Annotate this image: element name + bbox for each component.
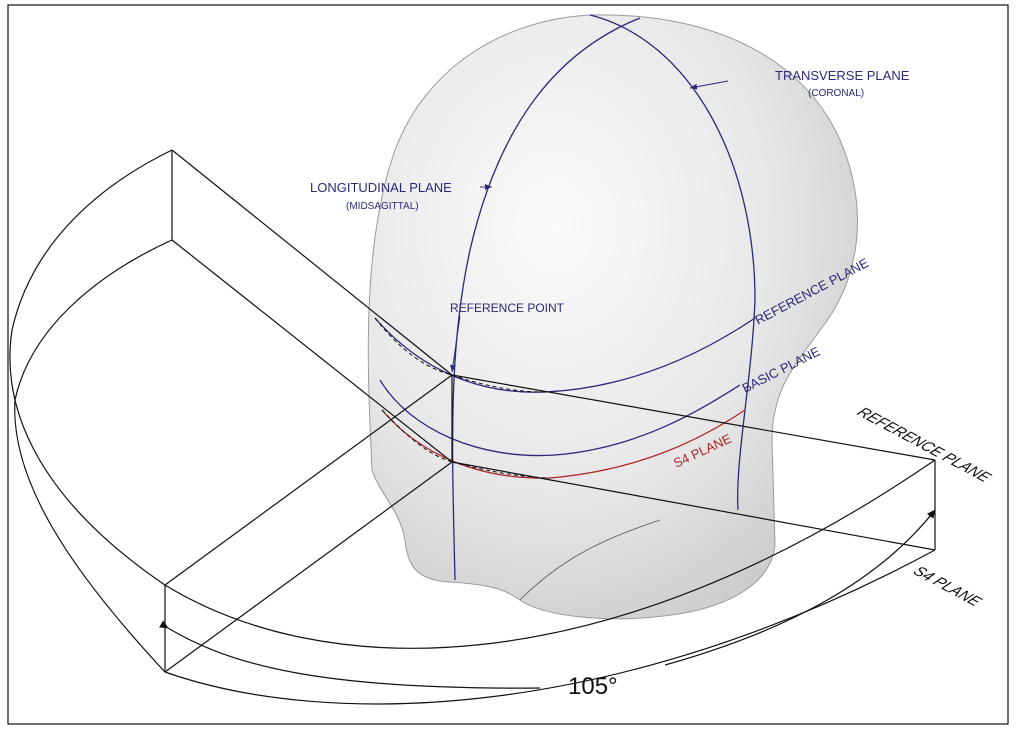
frame-border — [7, 4, 1009, 725]
angle-label: 105° — [568, 673, 618, 700]
plane-lines — [374, 14, 756, 581]
s4-plane-line — [381, 409, 746, 479]
sector-wedge — [9, 149, 936, 705]
transverse-plane-line — [589, 14, 756, 511]
reference-plane-outer-label: REFERENCE PLANE — [853, 405, 995, 486]
longitudinal-plane-sublabel: (MIDSAGITTAL) — [346, 201, 419, 212]
callout-arrows — [450, 80, 729, 373]
transverse-plane-label: TRANSVERSE PLANE — [775, 68, 910, 83]
longitudinal-plane-line — [451, 17, 641, 581]
basic-plane-line — [379, 379, 741, 457]
reference-point-label: REFERENCE POINT — [450, 301, 565, 315]
headform — [367, 14, 858, 620]
transverse-plane-sublabel: (CORONAL) — [808, 88, 864, 99]
s4-plane-outer-label: S4 PLANE — [909, 564, 985, 610]
longitudinal-plane-label: LONGITUDINAL PLANE — [310, 180, 452, 195]
